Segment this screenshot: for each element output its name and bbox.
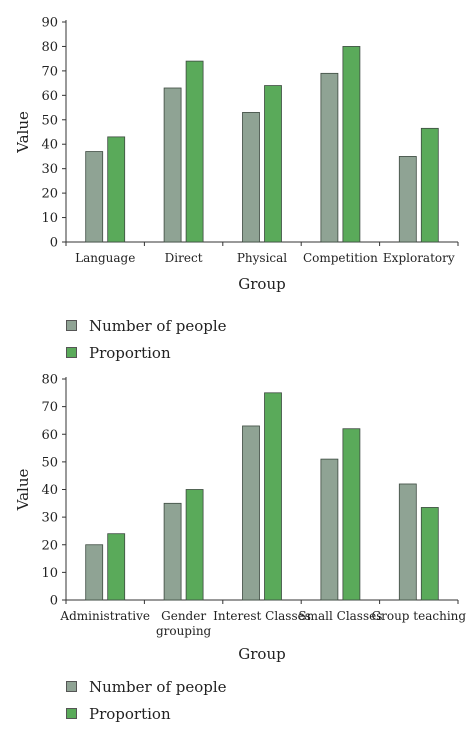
y-tick-label: 0 bbox=[50, 594, 58, 609]
y-tick-label: 20 bbox=[41, 187, 58, 202]
y-tick-label: 20 bbox=[41, 538, 58, 553]
y-tick-label: 0 bbox=[50, 236, 58, 251]
chart-top: 0 10 20 30 40 50 60 70 80 90 Value Language Direct Ph… bbox=[14, 16, 459, 293]
legend-top: Number of people Proportion bbox=[66, 312, 227, 366]
bar-number-of-people bbox=[163, 502, 182, 601]
x-tick-label: Competition bbox=[303, 251, 378, 265]
legend-label-proportion: Proportion bbox=[89, 704, 171, 723]
y-axis-title: Value bbox=[14, 469, 32, 512]
legend-label-people: Number of people bbox=[89, 677, 227, 696]
bar-number-of-people bbox=[242, 112, 260, 243]
y-tick-label: 60 bbox=[41, 428, 58, 443]
x-tick-label: Physical bbox=[237, 251, 287, 265]
chart-bottom: 0 10 20 30 40 50 60 70 80 Value Administrative Gend… bbox=[14, 373, 467, 664]
legend-label-people: Number of people bbox=[89, 316, 227, 335]
bar-proportion bbox=[420, 507, 439, 601]
x-tick-label: Gender grouping bbox=[156, 609, 212, 638]
x-tick-label: Administrative bbox=[59, 609, 150, 623]
bar-number-of-people bbox=[85, 151, 104, 243]
bar-proportion bbox=[264, 85, 282, 243]
legend-swatch-proportion bbox=[66, 347, 77, 358]
y-tick-label: 10 bbox=[41, 566, 58, 581]
y-tick-label: 70 bbox=[41, 400, 58, 415]
y-tick-label: 70 bbox=[41, 64, 58, 79]
bar-number-of-people bbox=[320, 72, 339, 243]
y-tick-label: 10 bbox=[41, 211, 58, 226]
bar-proportion bbox=[342, 46, 361, 243]
bar-number-of-people bbox=[85, 544, 104, 601]
y-tick-label: 40 bbox=[41, 138, 58, 153]
y-tick-label: 50 bbox=[41, 455, 58, 470]
legend-bottom: Number of people Proportion bbox=[66, 673, 227, 727]
y-tick-label: 50 bbox=[41, 113, 58, 128]
bar-number-of-people bbox=[163, 87, 182, 243]
bar-proportion bbox=[185, 489, 204, 601]
x-tick-label: Interest Classes bbox=[213, 609, 311, 623]
x-tick-label: Exploratory bbox=[383, 251, 455, 265]
y-tick-label: 80 bbox=[41, 373, 58, 388]
legend-item-proportion: Proportion bbox=[66, 700, 227, 727]
bar-number-of-people bbox=[320, 458, 339, 601]
x-tick-label: Language bbox=[75, 251, 135, 265]
bar-proportion bbox=[264, 392, 282, 601]
bar-number-of-people bbox=[242, 425, 260, 601]
bar-number-of-people bbox=[398, 483, 417, 601]
legend-swatch-proportion bbox=[66, 708, 77, 719]
x-tick-label: Direct bbox=[165, 251, 203, 265]
bar-proportion bbox=[342, 428, 361, 601]
legend-item-people: Number of people bbox=[66, 673, 227, 700]
y-tick-label: 60 bbox=[41, 89, 58, 104]
y-tick-label: 30 bbox=[41, 162, 58, 177]
y-axis-title: Value bbox=[14, 111, 32, 154]
bar-proportion bbox=[107, 136, 126, 243]
bar-number-of-people bbox=[398, 156, 417, 243]
x-axis-title: Group bbox=[238, 645, 285, 663]
legend-swatch-people bbox=[66, 681, 77, 692]
bar-proportion bbox=[185, 60, 204, 243]
legend-item-people: Number of people bbox=[66, 312, 227, 339]
x-tick-label: Group teaching bbox=[372, 609, 467, 623]
y-tick-label: 40 bbox=[41, 483, 58, 498]
x-axis-title: Group bbox=[238, 275, 285, 293]
bar-proportion bbox=[420, 127, 439, 243]
x-tick-label: Small Classes bbox=[298, 609, 382, 623]
legend-swatch-people bbox=[66, 320, 77, 331]
legend-item-proportion: Proportion bbox=[66, 339, 227, 366]
bar-proportion bbox=[107, 533, 126, 601]
y-tick-label: 30 bbox=[41, 511, 58, 526]
y-tick-label: 90 bbox=[41, 16, 58, 31]
y-tick-label: 80 bbox=[41, 40, 58, 55]
legend-label-proportion: Proportion bbox=[89, 343, 171, 362]
